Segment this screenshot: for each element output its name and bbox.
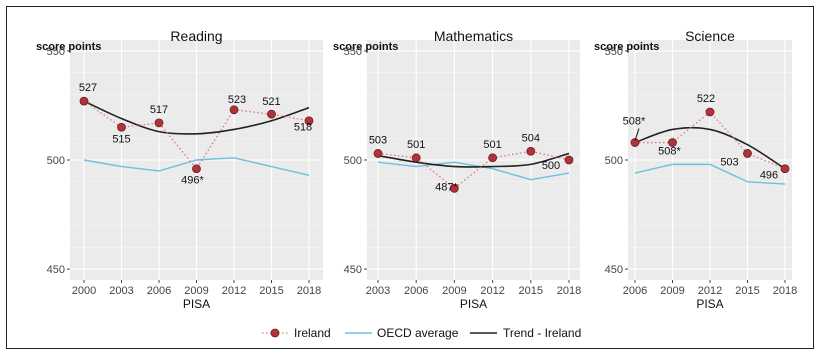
data-point-ireland [411, 153, 421, 163]
chart-panel-science: Science score points PISA 450 500 550 2006 2009… [594, 28, 797, 311]
y-axis-label: score points [36, 41, 101, 53]
y-tick-label: 550 [605, 46, 623, 58]
x-tick-label: 2006 [623, 285, 647, 297]
data-point-ireland [668, 138, 677, 147]
data-label: 500 [542, 160, 560, 172]
y-tick-label: 450 [605, 264, 623, 276]
x-tick-label: 2006 [147, 285, 171, 297]
chart-panel-reading: Reading score points PISA 450 500 550 2000 2003… [36, 28, 323, 311]
x-tick-label: 2015 [735, 285, 759, 297]
data-label: 496* [181, 175, 204, 187]
data-label: 501 [483, 139, 501, 151]
data-point-ireland [488, 153, 498, 163]
data-point-ireland [564, 155, 574, 165]
x-axis-label: PISA [696, 297, 723, 311]
panel-title: Mathematics [434, 28, 513, 44]
data-point-ireland [780, 164, 790, 174]
series-line-oecd-average [83, 157, 310, 176]
legend-marker-ireland [270, 328, 280, 338]
data-point-ireland [743, 149, 752, 158]
data-label: 503 [720, 156, 738, 168]
data-point-ireland [267, 109, 276, 119]
y-tick-label: 500 [605, 155, 623, 167]
x-tick-label: 2009 [660, 285, 684, 297]
x-tick-label: 2012 [480, 285, 504, 297]
x-tick-label: 2018 [773, 285, 797, 297]
data-label: 496 [760, 170, 778, 182]
y-tick-label: 450 [344, 264, 362, 276]
data-point-ireland [79, 96, 89, 106]
series-line-ireland [635, 111, 786, 170]
legend: Ireland OECD average Trend - Ireland [262, 326, 581, 340]
series-line-oecd-average [377, 161, 570, 181]
series-line-oecd-average [634, 163, 786, 185]
data-label: 508* [623, 116, 646, 128]
x-tick-label: 2003 [109, 285, 133, 297]
data-point-ireland [705, 107, 715, 117]
x-axis-label: PISA [183, 297, 210, 311]
data-point-ireland [229, 105, 239, 115]
x-tick-label: 2000 [72, 285, 96, 297]
series-line-trend-ireland [377, 152, 570, 168]
data-point-ireland [526, 146, 536, 156]
panel-title: Reading [170, 28, 222, 44]
y-tick-label: 550 [344, 46, 362, 58]
data-label: 508* [658, 146, 681, 158]
data-label: 501 [407, 139, 425, 151]
x-tick-label: 2009 [184, 285, 208, 297]
series-line-trend-ireland [83, 100, 310, 135]
x-tick-label: 2015 [259, 285, 283, 297]
panel-title: Science [685, 28, 735, 44]
x-tick-label: 2006 [404, 285, 428, 297]
data-label: 504 [522, 132, 540, 144]
x-tick-label: 2018 [557, 285, 581, 297]
data-label: 517 [150, 104, 168, 116]
data-label: 503 [369, 134, 387, 146]
figure-border [6, 6, 814, 349]
legend-label-oecd-average: OECD average [377, 326, 459, 340]
y-tick-label: 450 [47, 264, 65, 276]
x-tick-label: 2018 [297, 285, 321, 297]
label-leader-line [634, 128, 640, 141]
y-tick-label: 550 [47, 46, 65, 58]
y-tick-label: 500 [344, 155, 362, 167]
legend-label-ireland: Ireland [294, 326, 331, 340]
x-axis-label: PISA [460, 297, 487, 311]
data-point-ireland [373, 149, 383, 158]
chart-panel-mathematics: Mathematics score points PISA 450 500 550 2003… [333, 28, 581, 311]
x-tick-label: 2015 [519, 285, 543, 297]
x-tick-label: 2003 [366, 285, 390, 297]
data-label: 523 [228, 94, 246, 106]
data-label: 515 [112, 133, 130, 145]
data-point-ireland [630, 138, 640, 147]
x-tick-label: 2009 [442, 285, 466, 297]
y-axis-label: score points [333, 41, 398, 53]
y-axis-label: score points [594, 41, 659, 53]
x-tick-label: 2012 [698, 285, 722, 297]
legend-label-trend-ireland: Trend - Ireland [503, 326, 581, 340]
series-line-trend-ireland [634, 126, 786, 170]
data-point-ireland [154, 118, 164, 128]
data-label: 487* [435, 181, 458, 193]
y-tick-label: 500 [47, 155, 65, 167]
series-line-ireland [377, 150, 570, 190]
data-point-ireland [192, 164, 201, 174]
data-point-ireland [117, 122, 126, 132]
data-label: 521 [262, 96, 280, 108]
data-point-ireland [304, 116, 314, 126]
x-tick-label: 2012 [222, 285, 246, 297]
data-label: 518 [294, 122, 312, 134]
data-label: 522 [697, 93, 715, 105]
data-label: 527 [79, 82, 97, 94]
data-point-ireland [449, 183, 459, 193]
